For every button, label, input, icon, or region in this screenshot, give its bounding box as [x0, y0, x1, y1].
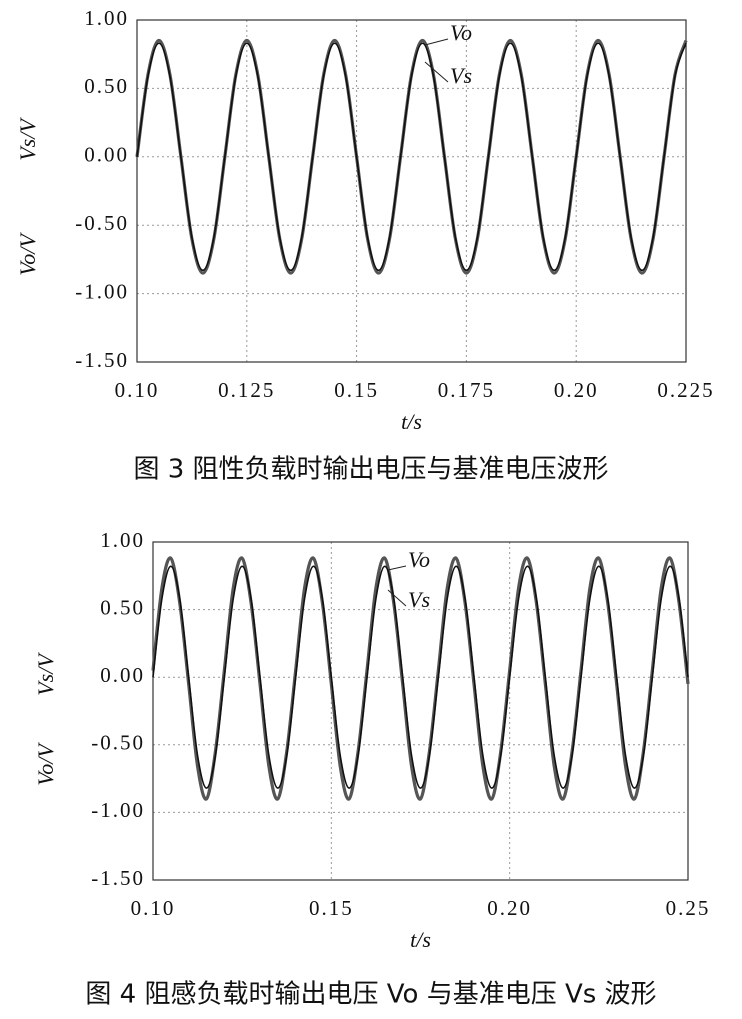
annotation: Vs — [450, 63, 472, 88]
annotation-leader — [387, 565, 407, 571]
plot-frame — [152, 541, 689, 881]
x-tick-label: 0.10 — [115, 378, 160, 402]
y-axis-label: Vo/V — [15, 232, 40, 276]
y-tick-label: 0.00 — [100, 663, 145, 687]
x-tick-label: 0.15 — [334, 378, 379, 402]
annotation-leader — [424, 61, 449, 83]
series-line — [136, 42, 687, 272]
y-tick-label: -1.00 — [91, 798, 145, 822]
x-tick-label: 0.10 — [131, 896, 176, 920]
annotation: Vs — [408, 587, 430, 612]
y-tick-label: 0.50 — [100, 595, 145, 619]
series-line — [152, 565, 689, 789]
y-tick-label: 1.00 — [100, 528, 145, 552]
plot-frame — [136, 19, 687, 363]
series-line — [151, 556, 690, 801]
caption: 图 3 阻性负载时输出电压与基准电压波形 — [133, 455, 608, 485]
x-tick-label: 0.20 — [487, 896, 532, 920]
caption: 图 4 阻感负载时输出电压 Vo 与基准电压 Vs 波形 — [85, 980, 656, 1010]
y-tick-label: -0.50 — [91, 731, 145, 755]
annotation: Vo — [408, 547, 430, 572]
x-tick-label: 0.225 — [657, 378, 714, 402]
x-tick-label: 0.125 — [218, 378, 275, 402]
y-tick-label: -1.50 — [75, 348, 129, 372]
annotation-leader — [387, 589, 407, 607]
annotation-leader — [424, 38, 449, 46]
y-tick-label: -1.00 — [75, 279, 129, 303]
x-axis-label: t/s — [410, 927, 431, 952]
x-tick-label: 0.25 — [666, 896, 711, 920]
y-axis-label: Vs/V — [33, 652, 58, 696]
y-tick-label: 0.50 — [84, 74, 129, 98]
annotation: Vo — [450, 20, 472, 45]
y-axis-label: Vs/V — [15, 117, 40, 161]
x-axis-label: t/s — [401, 409, 422, 434]
x-tick-label: 0.20 — [554, 378, 599, 402]
y-axis-label: Vo/V — [33, 742, 58, 786]
y-tick-label: 0.00 — [84, 143, 129, 167]
x-tick-label: 0.175 — [438, 378, 495, 402]
y-tick-label: 1.00 — [84, 6, 129, 30]
y-tick-label: -1.50 — [91, 866, 145, 890]
x-tick-label: 0.15 — [309, 896, 354, 920]
y-tick-label: -0.50 — [75, 211, 129, 235]
